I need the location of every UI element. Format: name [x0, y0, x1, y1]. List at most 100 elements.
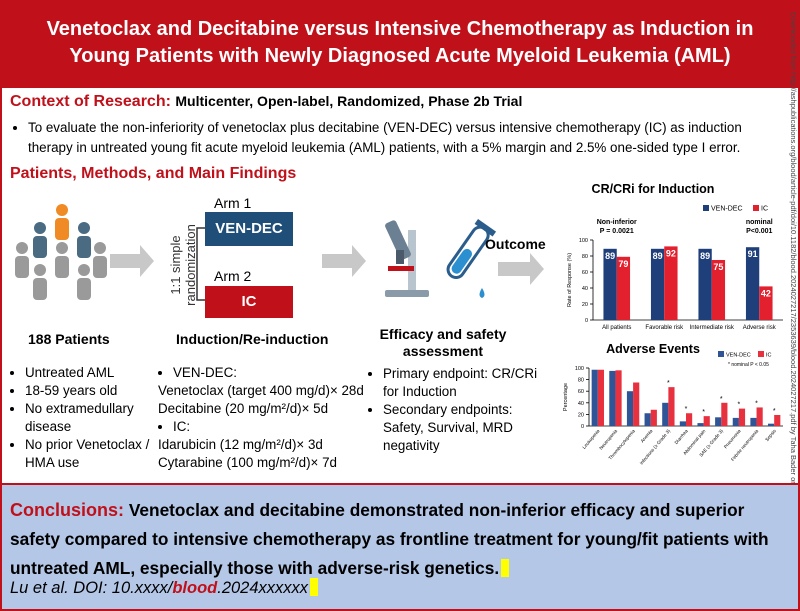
y-tick-label: 100: [575, 366, 584, 372]
x-tick-label: Favorable risk: [645, 325, 684, 331]
bar: [668, 387, 675, 426]
bar: [738, 408, 746, 426]
bar: [615, 370, 622, 426]
x-tick-label: Adverse risk: [743, 325, 777, 331]
bar: [774, 414, 781, 426]
legend-swatch: [758, 351, 764, 357]
assessment-title: Efficacy and safety assessment: [379, 326, 507, 359]
bar: [686, 413, 693, 426]
methods-heading: Patients, Methods, and Main Findings: [10, 165, 297, 182]
bar: [732, 417, 739, 426]
assessment-list: Primary endpoint: CR/CRi for InductionSe…: [368, 365, 548, 455]
patient-criterion: No prior Venetoclax / HMA use: [25, 436, 155, 472]
bar: [697, 423, 704, 426]
y-tick-label: 40: [582, 286, 588, 292]
bar: [633, 382, 640, 426]
bar: [745, 247, 760, 320]
x-tick-label: Sepsis: [764, 428, 777, 442]
bracket: [196, 227, 205, 301]
bar: [609, 370, 616, 426]
regimen-drug: Cytarabine (100 mg/m²/d)× 7d: [158, 455, 337, 470]
bar-value-label: 89: [653, 251, 663, 261]
significance-marker: *: [685, 406, 688, 413]
y-tick-label: 0: [581, 424, 584, 430]
arm2-label: Arm 2: [214, 268, 252, 284]
bar: [591, 369, 598, 426]
test-tube-icon: [446, 218, 497, 279]
x-tick-label: All patients: [602, 325, 631, 331]
legend-label: VEN-DEC: [726, 353, 751, 359]
legend-label: IC: [766, 353, 772, 359]
arrow: [110, 245, 154, 277]
endpoint: Secondary endpoints: Safety, Survival, M…: [383, 401, 548, 455]
bar: [759, 286, 773, 320]
citation-prefix: Lu et al. DOI: 10.xxxx/: [10, 579, 173, 597]
conclusions-heading: Conclusions:: [10, 500, 125, 520]
citation-suffix: .2024xxxxxx: [217, 579, 309, 597]
y-tick-label: 80: [578, 378, 584, 384]
patients-column: 188 Patients Untreated AML18-59 years ol…: [10, 330, 155, 472]
x-tick-label: Diarrhea: [674, 428, 689, 445]
bar: [616, 256, 631, 320]
bar: [756, 407, 763, 426]
context-list: To evaluate the non-inferiority of venet…: [12, 118, 782, 158]
legend-label: VEN-DEC: [711, 206, 743, 213]
bar: [768, 423, 775, 426]
legend-swatch: [753, 205, 759, 211]
y-axis-label: Percentage: [563, 383, 569, 411]
patient-criterion: Untreated AML: [25, 364, 155, 382]
bar-value-label: 42: [761, 288, 771, 298]
conclusions-panel: [0, 483, 800, 611]
legend-swatch: [718, 351, 724, 357]
context-heading-row: Context of Research: Multicenter, Open-l…: [10, 93, 522, 111]
bar-value-label: 89: [605, 251, 615, 261]
x-tick-label: Pneumonia: [723, 428, 742, 449]
bar: [597, 369, 604, 426]
bar: [603, 248, 617, 320]
regimen-drug: Decitabine (20 mg/m²/d)× 5d: [158, 401, 329, 416]
assessment-column: Efficacy and safety assessment Primary e…: [368, 326, 548, 455]
y-tick-label: 100: [579, 238, 588, 244]
bar: [662, 402, 669, 426]
patients-title: 188 Patients: [28, 331, 110, 347]
bar-value-label: 92: [666, 248, 676, 258]
context-design: Multicenter, Open-label, Randomized, Pha…: [175, 93, 523, 109]
bar: [711, 260, 726, 320]
bar: [715, 417, 722, 426]
patient-criterion: No extramedullary disease: [25, 400, 155, 436]
conclusions: Conclusions: Venetoclax and decitabine d…: [10, 496, 770, 583]
arm2-box: IC: [205, 286, 293, 318]
conclusions-text: Venetoclax and decitabine demonstrated n…: [10, 500, 769, 578]
randomization: 1:1 simple randomization: [168, 224, 198, 306]
y-tick-label: 40: [578, 401, 584, 407]
arrow: [322, 245, 366, 277]
bar-value-label: 75: [713, 262, 723, 272]
annotation: Non-inferior: [597, 219, 637, 226]
significance-marker: *: [720, 396, 723, 403]
outcome-label: Outcome: [485, 236, 546, 252]
bar: [664, 246, 678, 320]
significance-marker: *: [702, 409, 705, 416]
significance-marker: *: [738, 402, 741, 409]
bar: [626, 391, 634, 426]
regimen-arm: VEN-DEC:: [173, 364, 373, 382]
patients-list: Untreated AML18-59 years oldNo extramedu…: [10, 364, 155, 472]
annotation: P = 0.0021: [600, 228, 634, 235]
flow-graphics: [15, 204, 544, 301]
bar-value-label: 89: [700, 251, 710, 261]
arm1-box: VEN-DEC: [205, 212, 293, 246]
bar: [750, 417, 757, 426]
y-tick-label: 60: [582, 270, 588, 276]
annotation: nominal: [746, 219, 773, 226]
significance-marker: *: [755, 400, 758, 407]
y-tick-label: 80: [582, 254, 588, 260]
endpoint: Primary endpoint: CR/CRi for Induction: [383, 365, 548, 401]
regimen-drug: Venetoclax (target 400 mg/d)× 28d: [158, 383, 364, 398]
significance-marker: *: [667, 380, 670, 387]
microscope-icon: [385, 220, 429, 297]
annotation: P<0.001: [746, 228, 772, 235]
legend-label: IC: [761, 206, 768, 213]
y-tick-label: 60: [578, 389, 584, 395]
y-tick-label: 0: [585, 318, 588, 324]
